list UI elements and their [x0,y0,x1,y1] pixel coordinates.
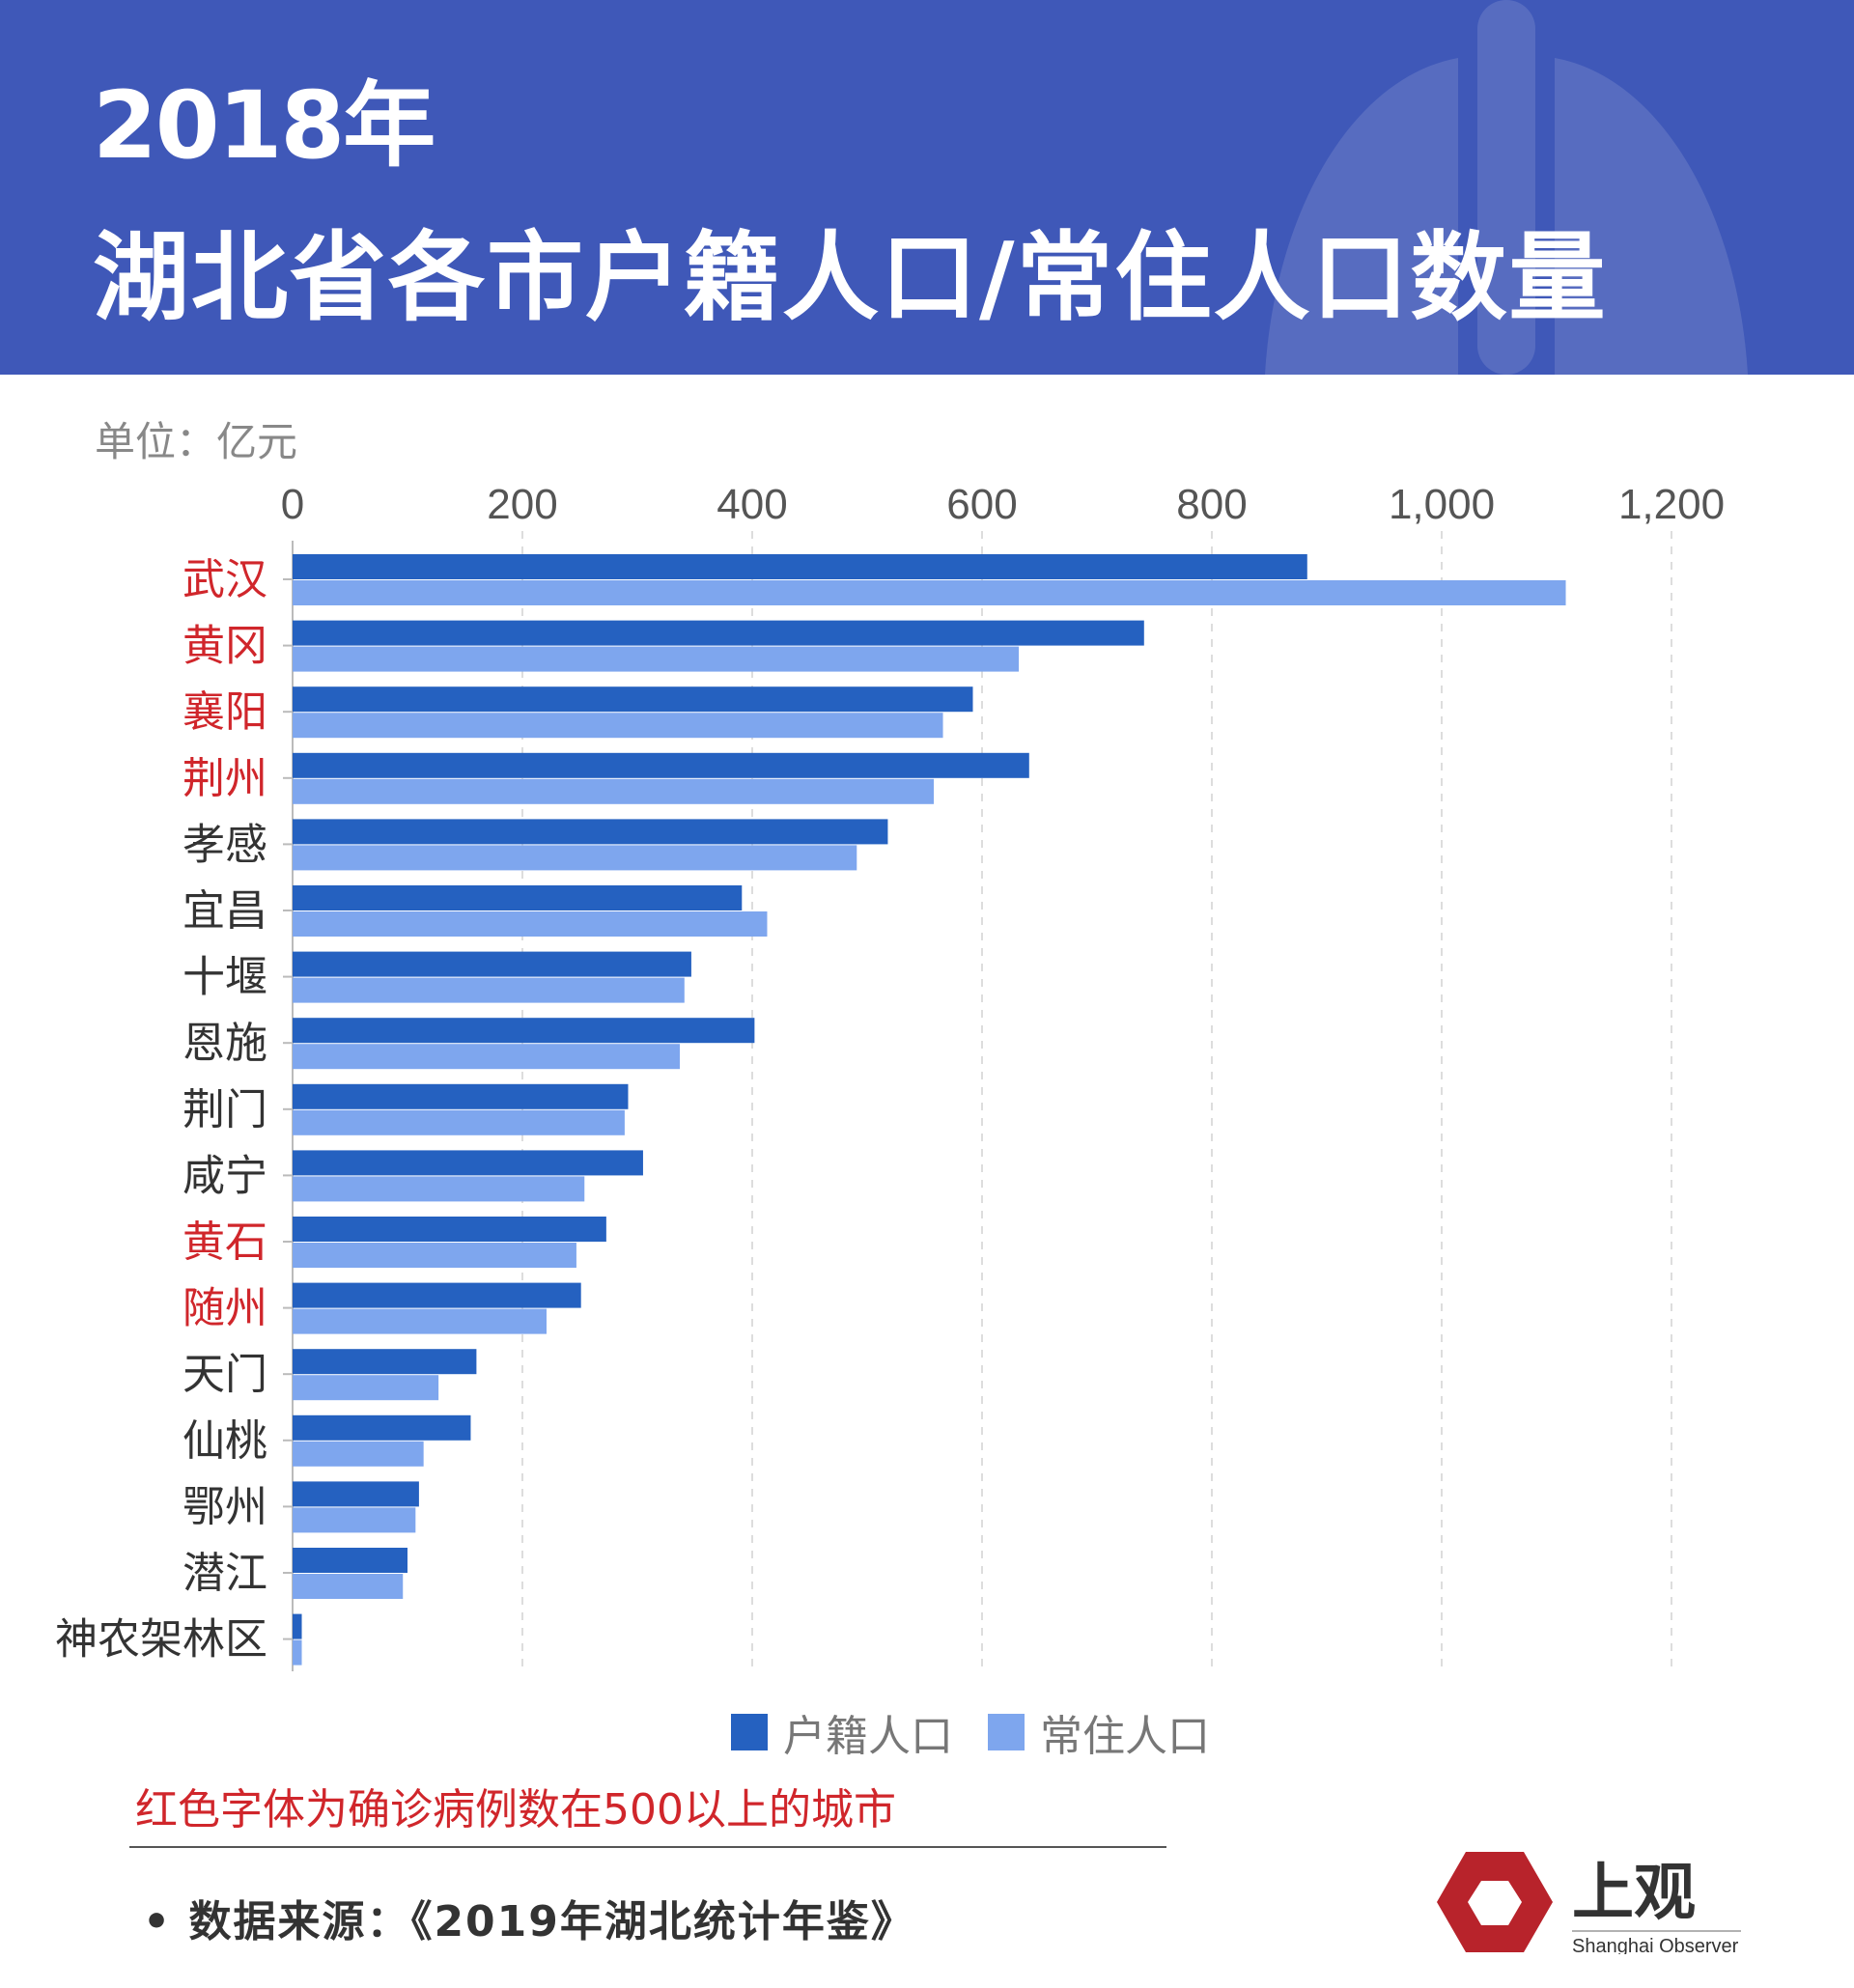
title-year: 2018年 [93,71,435,180]
legend: 户籍人口 常住人口 [731,1701,1210,1763]
bar-registered [293,1349,477,1375]
bar-resident [293,1176,585,1202]
bar-resident [293,911,768,937]
x-tick-label: 1,000 [1389,481,1495,528]
bar-registered [293,1613,302,1639]
category-label: 天门 [183,1350,267,1399]
data-source: • 数据来源：《2019年湖北统计年鉴》 [143,1897,915,1946]
category-label: 宜昌 [183,886,267,936]
bar-registered [293,951,691,977]
lung-watermark-icon [1265,0,1748,375]
bar-resident [293,977,685,1003]
bar-registered [293,1282,581,1308]
category-label: 荆门 [183,1085,267,1134]
category-label: 武汉 [183,555,267,604]
bar-registered [293,1548,407,1573]
bar-registered [293,620,1144,646]
bar-registered [293,1083,629,1109]
bar-registered [293,1217,606,1242]
bar-resident [293,1044,681,1070]
bar-resident [293,646,1020,672]
category-label: 孝感 [183,820,267,869]
category-label: 鄂州 [183,1482,267,1531]
category-label: 荆州 [183,754,267,803]
x-tick-label: 600 [946,481,1017,528]
bar-resident [293,1574,404,1599]
bar-resident [293,845,857,871]
divider [129,1846,1166,1848]
bar-registered [293,554,1307,579]
title-main: 湖北省各市户籍人口/常住人口数量 [93,221,1608,334]
x-tick-label: 800 [1176,481,1247,528]
category-label: 恩施 [183,1019,267,1068]
bar-resident [293,1243,576,1268]
highlight-note: 红色字体为确诊病例数在500以上的城市 [135,1785,896,1834]
x-tick-label: 400 [716,481,787,528]
category-label: 随州 [183,1284,267,1333]
svg-text:上观: 上观 [1572,1857,1696,1929]
legend-label-resident: 常住人口 [1040,1712,1210,1761]
bar-registered [293,686,973,713]
bar-registered [293,819,888,845]
bar-registered [293,1481,419,1507]
category-label: 黄石 [183,1218,267,1267]
bar-resident [293,1639,302,1666]
category-label: 咸宁 [183,1151,267,1200]
category-label: 十堰 [183,953,267,1002]
bar-registered [293,1018,755,1044]
bar-registered [293,752,1029,778]
legend-swatch-resident [988,1714,1025,1750]
bar-resident [293,1109,625,1135]
shanghai-observer-logo: 上观 Shanghai Observer [1437,1852,1741,1954]
bar-resident [293,1375,439,1401]
bar-resident [293,778,935,804]
category-label: 潜江 [183,1549,267,1598]
bar-resident [293,580,1566,605]
category-label: 黄冈 [183,622,267,671]
bar-registered [293,1150,643,1176]
header-banner: 2018年 湖北省各市户籍人口/常住人口数量 [0,0,1854,375]
bar-resident [293,1441,424,1467]
x-tick-label: 0 [281,481,304,528]
legend-label-registered: 户籍人口 [783,1712,953,1761]
category-label: 襄阳 [183,687,267,737]
svg-text:Shanghai Observer: Shanghai Observer [1572,1936,1739,1954]
legend-swatch-registered [731,1714,768,1750]
bar-resident [293,713,943,739]
x-tick-label: 200 [487,481,557,528]
x-tick-label: 1,200 [1618,481,1725,528]
bar-resident [293,1507,416,1533]
category-label: 神农架林区 [55,1615,267,1665]
bar-resident [293,1308,547,1334]
bar-registered [293,885,743,910]
bar-registered [293,1414,471,1441]
category-label: 仙桃 [183,1416,267,1466]
unit-label: 单位：亿元 [95,418,298,465]
